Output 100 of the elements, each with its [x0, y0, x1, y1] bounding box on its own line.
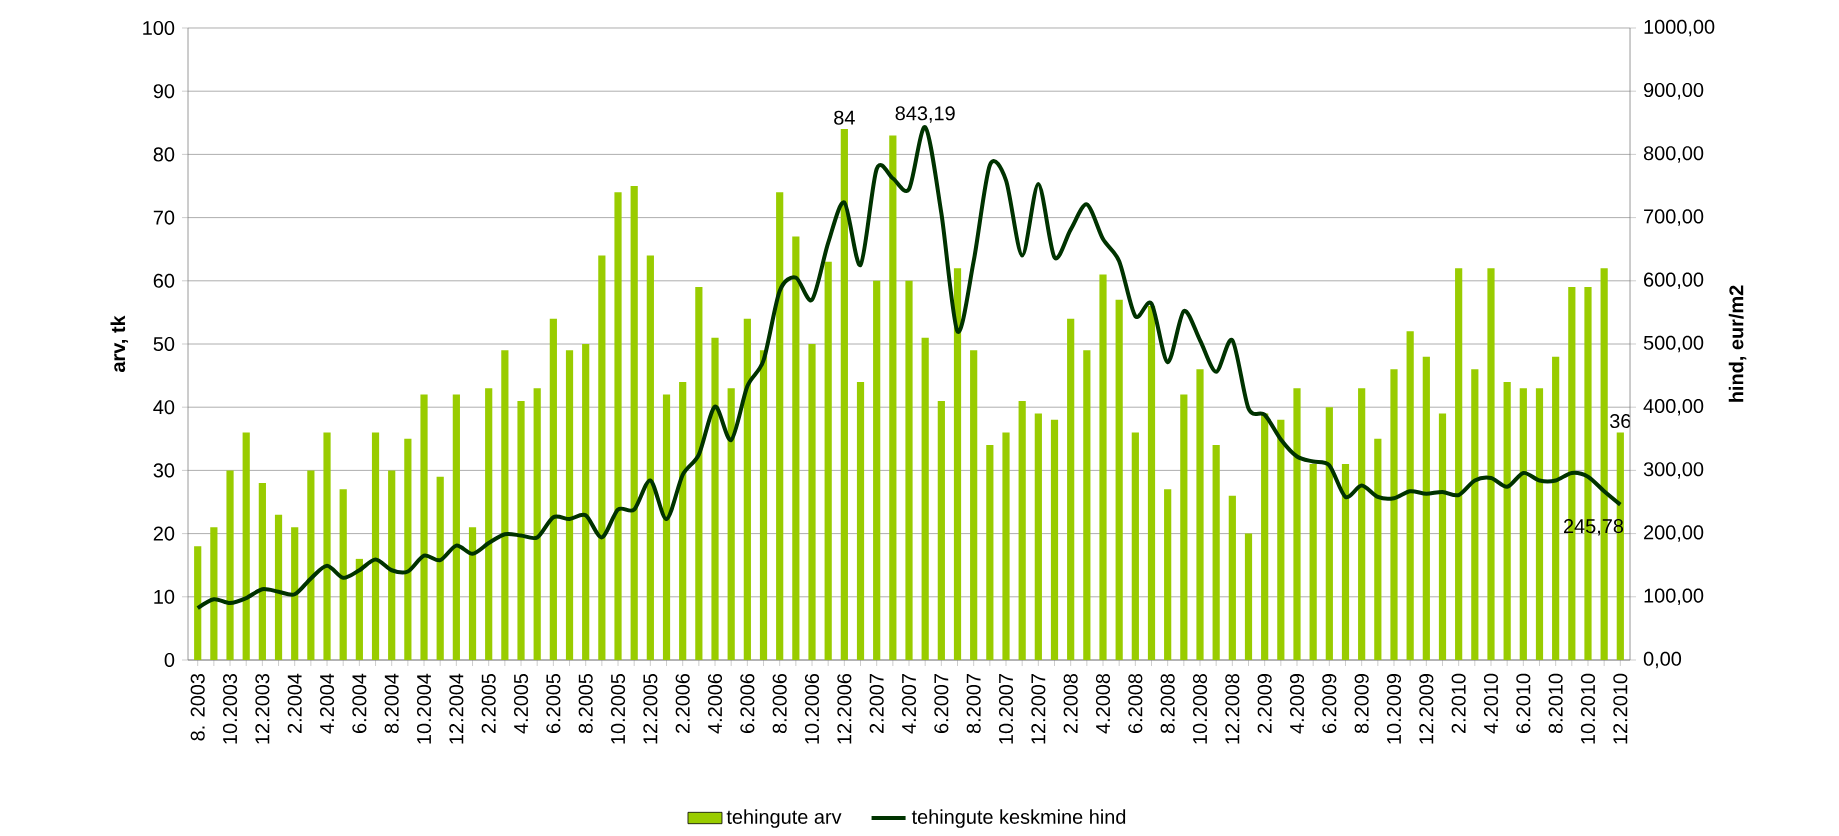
bar	[1050, 419, 1059, 660]
bar	[452, 394, 460, 660]
x-tick-label: 2.2008	[1063, 673, 1078, 733]
bar	[1374, 438, 1382, 660]
bar	[420, 394, 428, 660]
bar	[388, 470, 396, 660]
x-tick-label: 2.2006	[675, 673, 690, 733]
legend-label: tehingute arv	[726, 809, 842, 828]
x-tick-label: 12.2009	[1419, 673, 1434, 744]
bar	[743, 318, 751, 660]
y-tick-label: 50	[153, 336, 175, 352]
bar	[1438, 413, 1447, 660]
bar	[598, 255, 606, 660]
bar	[1147, 306, 1156, 660]
bar	[889, 135, 897, 660]
x-tick-label: 2.2005	[481, 673, 496, 733]
bar	[1277, 419, 1285, 660]
bar	[953, 268, 962, 660]
bar	[1196, 369, 1204, 660]
x-tick-label: 8.2004	[384, 673, 399, 734]
x-tick-label: 2.2004	[287, 673, 302, 733]
x-tick-label: 8.2008	[1160, 673, 1175, 734]
y2-tick-label: 200,00	[1644, 525, 1704, 542]
bar	[274, 514, 283, 660]
bar	[808, 344, 816, 660]
bar	[662, 394, 671, 660]
bar	[711, 337, 719, 660]
bar	[485, 388, 493, 660]
y2-tick-label: 500,00	[1643, 335, 1704, 353]
x-tick-label: 12.2005	[643, 673, 658, 744]
bar	[323, 432, 331, 660]
bar	[226, 470, 234, 660]
bar	[210, 527, 218, 660]
x-tick-label: 4.2006	[707, 673, 723, 734]
y2-tick-label: 600,00	[1644, 272, 1704, 290]
x-tick-label: 12.2006	[837, 673, 852, 744]
y-axis-title: arv, tk	[110, 315, 129, 373]
bar	[1503, 381, 1511, 660]
bar	[582, 344, 590, 660]
x-tick-label: 6.2008	[1128, 673, 1143, 733]
x-tick-label: 6.2004	[352, 673, 367, 733]
bar	[1018, 400, 1026, 660]
bar	[614, 192, 622, 660]
bar	[258, 483, 266, 660]
bar	[1406, 331, 1414, 660]
x-tick-label: 8. 2003	[190, 673, 205, 741]
bar	[1131, 432, 1139, 660]
bar	[695, 287, 703, 660]
bar	[549, 318, 557, 660]
y2-tick-label: 700,00	[1644, 209, 1704, 226]
bar	[1422, 356, 1430, 660]
bar	[776, 192, 784, 660]
bar	[1164, 489, 1172, 660]
x-tick-label: 10.2006	[804, 673, 820, 744]
x-tick-label: 4.2010	[1483, 673, 1499, 734]
bar	[1261, 413, 1269, 660]
x-tick-label: 6.2006	[740, 673, 755, 733]
x-tick-label: 2.2010	[1451, 673, 1466, 733]
bar	[759, 350, 768, 660]
bar	[291, 527, 299, 660]
bar	[1390, 369, 1398, 660]
x-tick-label: 12.2008	[1225, 673, 1240, 744]
x-tick-label: 10.2005	[610, 673, 626, 744]
x-tick-label: 4.2005	[513, 673, 529, 734]
bar	[533, 388, 541, 660]
y2-axis-title: hind, eur/m2	[1728, 285, 1747, 402]
x-tick-label: 4.2008	[1095, 673, 1111, 734]
x-tick-label: 6.2010	[1516, 673, 1531, 733]
x-tick-label: 6.2005	[546, 673, 561, 733]
bar	[1244, 533, 1253, 660]
data-label: 84	[834, 110, 855, 125]
bar	[792, 236, 800, 660]
bar	[905, 280, 913, 660]
bar	[873, 280, 881, 660]
bar	[986, 445, 994, 660]
bar	[242, 432, 250, 660]
bar	[630, 185, 638, 660]
x-tick-label: 8.2006	[772, 673, 787, 734]
bar	[824, 261, 832, 660]
y2-tick-label: 800,00	[1643, 146, 1704, 163]
bar	[355, 558, 363, 660]
bar	[1083, 350, 1091, 660]
bar	[1519, 388, 1527, 660]
x-tick-label: 10.2009	[1386, 673, 1402, 744]
x-tick-label: 4.2009	[1289, 673, 1305, 734]
bar	[436, 476, 444, 660]
y-tick-label: 80	[153, 147, 175, 162]
bar	[1487, 268, 1495, 660]
bar	[1535, 388, 1544, 660]
x-tick-label: 12.2004	[449, 673, 464, 744]
bar	[856, 381, 865, 660]
y-tick-label: 30	[153, 463, 175, 478]
x-tick-label: 12.2003	[255, 673, 270, 744]
x-tick-label: 10.2003	[222, 673, 238, 744]
y-tick-label: 20	[153, 526, 175, 541]
x-tick-label: 6.2009	[1322, 673, 1337, 733]
x-tick-label: 10.2004	[416, 673, 432, 744]
bar	[517, 400, 525, 660]
bar	[1034, 413, 1042, 660]
bar	[970, 350, 978, 660]
